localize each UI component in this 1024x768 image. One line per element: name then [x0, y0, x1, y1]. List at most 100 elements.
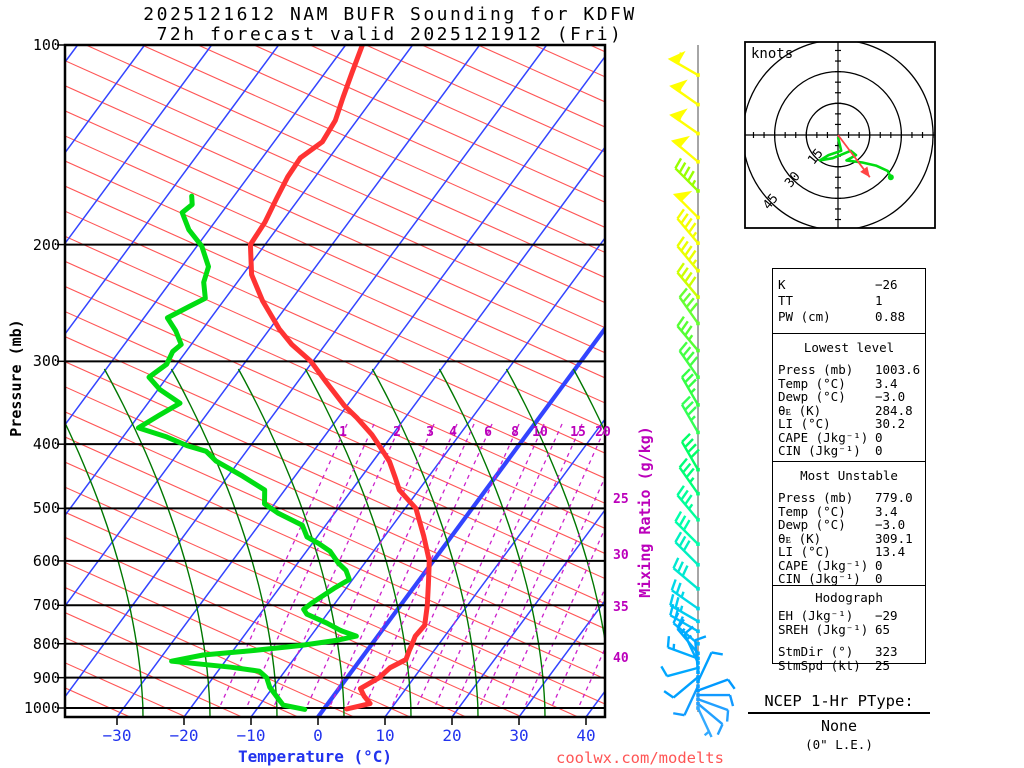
mixing-ratio-value-label: 20 — [595, 425, 611, 440]
pressure-tick-label: 800 — [32, 635, 60, 653]
isotherm-line — [65, 45, 213, 245]
index-label: θᴇ (K) — [778, 402, 822, 418]
mixing-ratio-line — [272, 423, 402, 709]
wind-barb — [669, 79, 700, 107]
pressure-tick-label: 600 — [32, 552, 60, 570]
index-label: StmSpd (kt) — [778, 657, 861, 673]
index-label: Dewp (°C) — [778, 389, 846, 404]
index-value: 3.4 — [875, 375, 898, 391]
mixing-ratio-value-label: 40 — [613, 651, 629, 666]
hodograph — [745, 42, 935, 228]
index-value: 65 — [875, 621, 891, 637]
isotherm-line — [116, 55, 605, 717]
mixing-ratio-line — [550, 586, 605, 709]
hodograph-units-label: knots — [751, 46, 794, 62]
red-diagonal-line — [65, 411, 605, 655]
red-diagonal-line — [65, 235, 605, 479]
temperature-tick-label: 30 — [509, 726, 529, 745]
red-diagonal-line — [65, 60, 605, 304]
pressure-tick-label: 500 — [32, 499, 60, 517]
indices-section-header: Most Unstable — [800, 468, 898, 483]
indices-section-lowest: Lowest level Press (mb) 1003.6 Temp (°C) 3.4… — [773, 333, 925, 461]
mixing-ratio-value-label: 25 — [613, 492, 629, 507]
index-label: StmDir (°) — [778, 644, 854, 659]
wind-barb — [672, 557, 700, 591]
wind-barb — [678, 457, 700, 496]
wind-barb — [676, 316, 700, 353]
mixing-ratio-line — [218, 423, 348, 709]
index-row: θᴇ (K) 284.8 — [773, 402, 925, 418]
index-row: Temp (°C) 3.4 — [773, 504, 925, 519]
index-value: 13.4 — [875, 544, 906, 559]
indices-table: K −26 TT 1 PW (cm) 0.88 Lowest level Press (mb)… — [772, 268, 926, 672]
index-row: TT 1 — [773, 293, 925, 309]
mixing-ratio-value-label: 3 — [426, 425, 434, 440]
mixing-ratio-line — [478, 426, 605, 709]
mixing-ratio-axis-title: Mixing Ratio (g/kg) — [636, 426, 654, 598]
pressure-tick-label: 200 — [32, 236, 60, 254]
adiabat-curve — [371, 368, 479, 717]
ptype-heading: NCEP 1-Hr PType: — [748, 692, 930, 714]
index-row: Dewp (°C) −3.0 — [773, 390, 925, 404]
index-value: 0 — [875, 429, 883, 445]
index-label: θᴇ (K) — [778, 530, 822, 546]
index-value: −26 — [875, 277, 898, 292]
mixing-ratio-value-label: 1 — [339, 425, 347, 440]
temperature-tick-label: 10 — [375, 726, 395, 745]
wind-barb — [676, 485, 700, 522]
index-label: LI (°C) — [778, 416, 831, 431]
adiabat-curve — [572, 368, 605, 434]
mixing-ratio-value-label: 30 — [613, 548, 629, 563]
index-value: 0 — [875, 557, 883, 573]
index-label: K — [778, 277, 786, 292]
index-label: EH (Jkg⁻¹) — [778, 608, 854, 623]
dewpoint-curve — [135, 193, 359, 712]
pressure-tick-label: 100 — [32, 36, 60, 54]
index-label: PW (cm) — [778, 309, 831, 324]
index-row: StmSpd (kt) 25 — [773, 657, 925, 673]
pressure-tick-label: 1000 — [23, 699, 60, 717]
index-row: CAPE (Jkg⁻¹) 0 — [773, 557, 925, 573]
watermark-link[interactable]: coolwx.com/modelts — [556, 749, 724, 767]
wind-barb — [676, 262, 700, 299]
indices-section-header: Hodograph — [815, 590, 883, 605]
index-value: −3.0 — [875, 517, 906, 532]
red-diagonal-line — [65, 637, 243, 717]
isotherm-line — [65, 45, 414, 517]
index-value: 1003.6 — [875, 362, 921, 377]
red-diagonal-line — [309, 45, 605, 178]
wind-barb — [676, 208, 700, 245]
index-label: CAPE (Jkg⁻¹) — [778, 429, 869, 445]
temperature-curve — [247, 45, 432, 712]
hodograph-border — [744, 41, 936, 229]
hodograph-trace — [818, 136, 892, 178]
mixing-ratio-line — [245, 423, 375, 709]
temperature-axis-title: Temperature (°C) — [237, 747, 393, 766]
temperature-tick-label: −20 — [169, 726, 199, 745]
red-diagonal-line — [65, 135, 605, 379]
wind-barb — [660, 665, 700, 678]
red-diagonal-line — [65, 285, 605, 529]
isotherm-line — [65, 45, 280, 336]
mixing-ratio-value-label: 15 — [570, 425, 586, 440]
red-diagonal-line — [65, 85, 605, 329]
mixing-ratio-line — [415, 423, 545, 709]
index-value: 1 — [875, 293, 883, 308]
mixing-ratio-line — [305, 423, 435, 709]
index-row: Press (mb) 1003.6 — [773, 363, 925, 377]
wind-barb — [669, 108, 700, 136]
index-row: EH (Jkg⁻¹) −29 — [773, 609, 925, 623]
index-label: CAPE (Jkg⁻¹) — [778, 557, 869, 573]
mixing-ratio-value-label: 6 — [484, 425, 492, 440]
index-row: LI (°C) 30.2 — [773, 417, 925, 431]
indices-section-header: Lowest level — [803, 340, 895, 355]
wind-barb — [694, 635, 707, 674]
index-label: Press (mb) — [778, 362, 854, 377]
wind-barb — [663, 675, 700, 699]
index-value: 309.1 — [875, 530, 913, 546]
page-subtitle: 72h forecast valid 2025121912 (Fri) — [156, 24, 624, 45]
mixing-ratio-value-label: 35 — [613, 600, 629, 615]
wind-barb — [696, 693, 735, 707]
mixing-ratio-value-label: 8 — [511, 425, 519, 440]
